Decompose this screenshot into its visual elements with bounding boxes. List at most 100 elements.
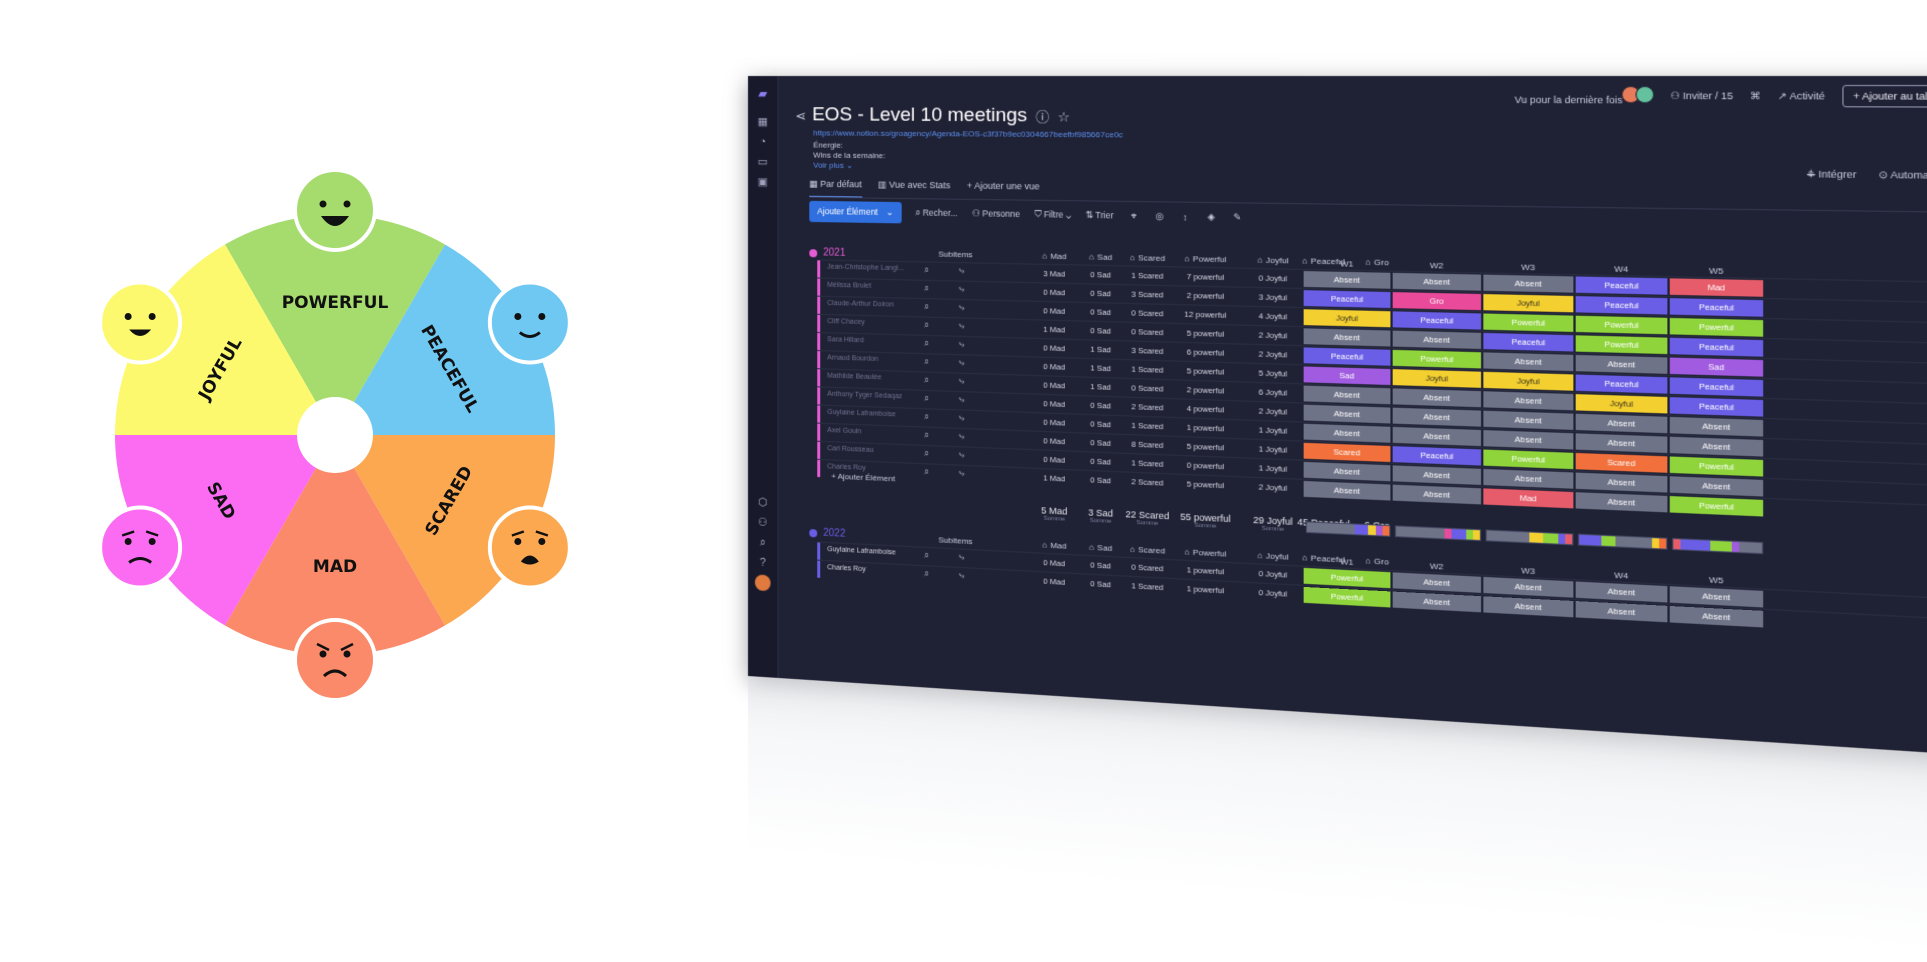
status-cell-w4[interactable]: Absent bbox=[1575, 601, 1668, 623]
item-name[interactable]: Cliff Chacey bbox=[827, 318, 865, 327]
automate-button[interactable]: ⊙ Automatiser bbox=[1878, 168, 1927, 181]
add-item-row[interactable]: + Ajouter Élément bbox=[831, 471, 895, 484]
subitems-icon[interactable]: ⤷ bbox=[958, 449, 965, 460]
filter-button[interactable]: ⛉ Filtre ⌄ bbox=[1034, 208, 1071, 220]
status-cell-w3[interactable]: Absent bbox=[1483, 274, 1574, 293]
conversation-icon[interactable]: ⌕ bbox=[924, 337, 930, 349]
status-cell-w4[interactable]: Peaceful bbox=[1575, 276, 1668, 295]
conversation-icon[interactable]: ⌕ bbox=[924, 466, 930, 477]
status-cell-w1[interactable]: Absent bbox=[1303, 328, 1391, 347]
conversation-icon[interactable]: ⌕ bbox=[924, 374, 930, 385]
status-cell-w4[interactable]: Absent bbox=[1575, 413, 1668, 434]
color-icon[interactable]: ◈ bbox=[1207, 211, 1215, 223]
column-header-sad[interactable]: ⌂ Sad bbox=[1088, 252, 1113, 263]
status-cell-w4[interactable]: Powerful bbox=[1575, 335, 1668, 355]
group-2022-title[interactable]: 2022 bbox=[809, 527, 845, 540]
subitems-icon[interactable]: ⤷ bbox=[958, 302, 965, 313]
share-icon[interactable]: ⋖ bbox=[795, 108, 807, 124]
status-cell-w4[interactable]: Absent bbox=[1575, 354, 1668, 374]
column-header-w5[interactable]: W5 bbox=[1709, 265, 1724, 277]
column-header-scared[interactable]: ⌂ Scared bbox=[1129, 253, 1166, 264]
column-header-joyful[interactable]: ⌂ Joyful bbox=[1257, 550, 1289, 562]
status-cell-w4[interactable]: Joyful bbox=[1575, 394, 1668, 414]
item-name[interactable]: Guylaine Laframboise bbox=[827, 545, 896, 557]
status-cell-w5[interactable]: Peaceful bbox=[1669, 397, 1764, 417]
status-cell-w3[interactable]: Peaceful bbox=[1483, 332, 1574, 352]
status-cell-w2[interactable]: Absent bbox=[1392, 591, 1482, 613]
status-cell-w1[interactable]: Absent bbox=[1303, 385, 1391, 405]
status-cell-w3[interactable]: Powerful bbox=[1483, 313, 1574, 332]
subitems-icon[interactable]: ⤷ bbox=[958, 265, 965, 276]
status-cell-w2[interactable]: Joyful bbox=[1392, 369, 1482, 388]
column-header-w4[interactable]: W4 bbox=[1614, 264, 1629, 275]
add-to-board-button[interactable]: + Ajouter au tableau bbox=[1841, 84, 1927, 108]
status-cell-w1[interactable]: Joyful bbox=[1303, 309, 1391, 328]
subitems-icon[interactable]: ⤷ bbox=[958, 551, 965, 563]
conversation-icon[interactable]: ⌕ bbox=[924, 447, 930, 459]
column-header-subitems[interactable]: Subitems bbox=[938, 535, 973, 547]
status-cell-w1[interactable]: Absent bbox=[1303, 404, 1391, 424]
tab-vue-avec-stats[interactable]: ▥ Vue avec Stats bbox=[877, 179, 951, 191]
calendar-icon[interactable]: ▣ bbox=[757, 176, 768, 189]
inbox-icon[interactable]: ▭ bbox=[757, 156, 768, 169]
status-cell-w1[interactable]: Scared bbox=[1303, 442, 1391, 463]
status-cell-w3[interactable]: Absent bbox=[1483, 596, 1574, 618]
paint-icon[interactable]: ✎ bbox=[1233, 211, 1241, 223]
invite-button[interactable]: ⚇ Inviter / 15 bbox=[1670, 89, 1734, 101]
status-cell-w3[interactable]: Absent bbox=[1483, 410, 1574, 430]
status-cell-w4[interactable]: Scared bbox=[1575, 452, 1668, 473]
status-cell-w2[interactable]: Absent bbox=[1392, 388, 1482, 408]
conversation-icon[interactable]: ⌕ bbox=[924, 319, 930, 330]
integrate-button[interactable]: ⎈ Intégrer bbox=[1806, 167, 1857, 180]
status-cell-w2[interactable]: Absent bbox=[1392, 484, 1482, 505]
status-cell-w3[interactable]: Absent bbox=[1483, 430, 1574, 450]
search-icon[interactable]: ⌕ bbox=[759, 536, 766, 549]
status-cell-w5[interactable]: Powerful bbox=[1669, 496, 1764, 517]
help-icon[interactable]: ? bbox=[759, 556, 766, 569]
status-cell-w3[interactable]: Powerful bbox=[1483, 449, 1574, 470]
conversation-icon[interactable]: ⌕ bbox=[924, 549, 930, 561]
status-cell-w3[interactable]: Absent bbox=[1483, 391, 1574, 411]
hide-icon[interactable]: ◎ bbox=[1155, 210, 1164, 222]
status-cell-w2[interactable]: Peaceful bbox=[1392, 311, 1482, 330]
bell-icon[interactable]: ◔ bbox=[759, 136, 767, 149]
conversation-icon[interactable]: ⌕ bbox=[924, 429, 930, 440]
status-cell-w4[interactable]: Powerful bbox=[1575, 315, 1668, 335]
activity-button[interactable]: ↗ Activité bbox=[1777, 89, 1825, 102]
status-cell-w2[interactable]: Absent bbox=[1392, 272, 1482, 291]
status-cell-w5[interactable]: Mad bbox=[1669, 278, 1764, 297]
column-header-joyful[interactable]: ⌂ Joyful bbox=[1257, 255, 1289, 266]
column-header-sad[interactable]: ⌂ Sad bbox=[1088, 542, 1113, 554]
row-height-icon[interactable]: ↕ bbox=[1182, 211, 1188, 223]
status-cell-w1[interactable]: Absent bbox=[1303, 271, 1391, 289]
status-cell-w1[interactable]: Absent bbox=[1303, 480, 1391, 501]
integration-icon[interactable]: ⌘ bbox=[1750, 89, 1761, 101]
item-name[interactable]: Guylaine Laframboise bbox=[827, 408, 896, 419]
status-cell-w4[interactable]: Absent bbox=[1575, 492, 1668, 513]
subitems-icon[interactable]: ⤷ bbox=[958, 283, 965, 294]
sort-button[interactable]: ⇅ Trier bbox=[1085, 209, 1114, 221]
invite-person-icon[interactable]: ⚇ bbox=[757, 516, 768, 529]
status-cell-w3[interactable]: Joyful bbox=[1483, 294, 1574, 313]
status-cell-w5[interactable]: Peaceful bbox=[1669, 337, 1764, 357]
item-name[interactable]: Mathilde Beaulée bbox=[827, 372, 882, 382]
status-cell-w5[interactable]: Absent bbox=[1669, 436, 1764, 457]
column-header-w3[interactable]: W3 bbox=[1521, 262, 1536, 273]
puzzle-icon[interactable]: ⬡ bbox=[758, 496, 768, 509]
group-2021-title[interactable]: 2021 bbox=[809, 247, 845, 259]
column-header-subitems[interactable]: Subitems bbox=[938, 249, 973, 260]
status-cell-w5[interactable]: Powerful bbox=[1669, 456, 1764, 477]
avatars[interactable] bbox=[1620, 85, 1654, 104]
status-cell-w4[interactable]: Peaceful bbox=[1575, 374, 1668, 394]
subitems-icon[interactable]: ⤷ bbox=[958, 357, 965, 368]
status-cell-w5[interactable]: Powerful bbox=[1669, 317, 1764, 337]
conversation-icon[interactable]: ⌕ bbox=[924, 264, 930, 275]
status-cell-w5[interactable]: Peaceful bbox=[1669, 298, 1764, 317]
status-cell-w2[interactable]: Powerful bbox=[1392, 349, 1482, 369]
item-name[interactable]: Jean-Christophe Langl... bbox=[827, 263, 904, 273]
conversation-icon[interactable]: ⌕ bbox=[924, 356, 930, 367]
column-header-scared[interactable]: ⌂ Scared bbox=[1129, 544, 1166, 556]
status-cell-w3[interactable]: Absent bbox=[1483, 352, 1574, 372]
subitems-icon[interactable]: ⤷ bbox=[958, 320, 965, 331]
subitems-icon[interactable]: ⤷ bbox=[958, 394, 965, 405]
